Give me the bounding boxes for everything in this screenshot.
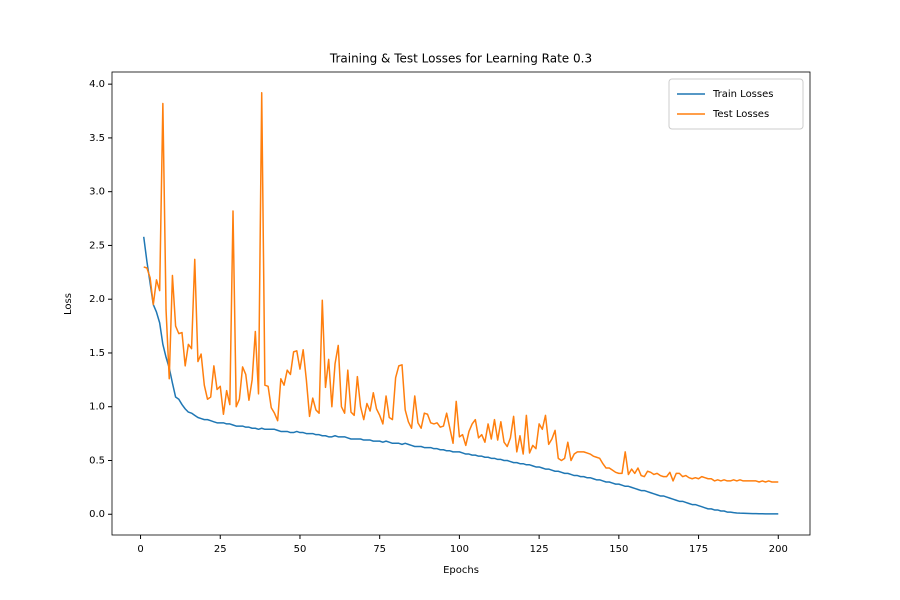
y-tick-label: 0.5 <box>89 455 105 466</box>
x-axis-label: Epochs <box>443 565 479 576</box>
legend-box <box>668 78 804 130</box>
y-tick-label: 3.5 <box>89 133 105 144</box>
y-axis-label: Loss <box>63 293 74 315</box>
x-tick-label: 100 <box>450 544 469 555</box>
legend-label: Test Losses <box>712 109 769 120</box>
y-tick-label: 2.5 <box>89 240 105 251</box>
x-tick-label: 25 <box>214 544 227 555</box>
x-tick-label: 125 <box>530 544 549 555</box>
x-tick-label: 0 <box>137 544 143 555</box>
chart-title: Training & Test Losses for Learning Rate… <box>329 52 592 66</box>
line-series <box>142 236 779 515</box>
y-tick-label: 4.0 <box>89 79 105 90</box>
y-tick-label: 0.0 <box>89 509 105 520</box>
x-tick-label: 175 <box>689 544 708 555</box>
x-tick-label: 75 <box>373 544 386 555</box>
x-tick-label: 150 <box>609 544 628 555</box>
plot-frame <box>111 71 811 536</box>
y-tick-label: 1.5 <box>89 348 105 359</box>
line-series <box>143 92 779 483</box>
y-tick-label: 3.0 <box>89 187 105 198</box>
legend-label: Train Losses <box>712 89 773 100</box>
y-tick-label: 1.0 <box>89 402 105 413</box>
y-tick-label: 2.0 <box>89 294 105 305</box>
x-tick-label: 50 <box>294 544 307 555</box>
x-tick-label: 200 <box>769 544 788 555</box>
